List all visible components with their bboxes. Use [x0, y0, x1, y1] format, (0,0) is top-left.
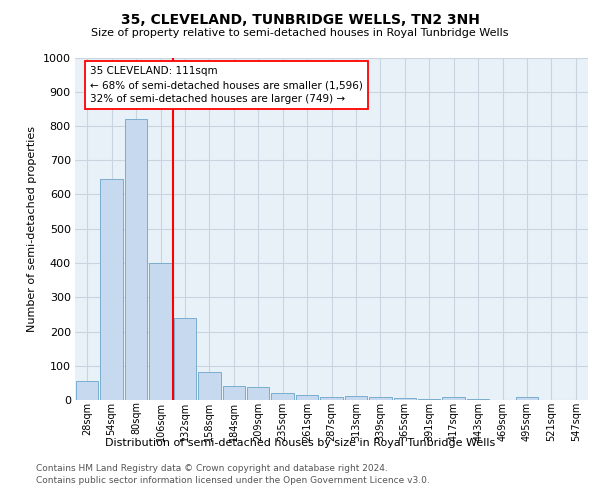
Text: Contains public sector information licensed under the Open Government Licence v3: Contains public sector information licen… [36, 476, 430, 485]
Text: Distribution of semi-detached houses by size in Royal Tunbridge Wells: Distribution of semi-detached houses by … [105, 438, 495, 448]
Bar [296, 394, 319, 400]
Bar [369, 398, 392, 400]
Bar [125, 119, 148, 400]
Bar [100, 179, 123, 400]
Bar [394, 398, 416, 400]
Y-axis label: Number of semi-detached properties: Number of semi-detached properties [27, 126, 37, 332]
Text: Size of property relative to semi-detached houses in Royal Tunbridge Wells: Size of property relative to semi-detach… [91, 28, 509, 38]
Bar [149, 263, 172, 400]
Bar [271, 393, 294, 400]
Bar [76, 381, 98, 400]
Bar [198, 372, 221, 400]
Text: 35, CLEVELAND, TUNBRIDGE WELLS, TN2 3NH: 35, CLEVELAND, TUNBRIDGE WELLS, TN2 3NH [121, 12, 479, 26]
Text: Contains HM Land Registry data © Crown copyright and database right 2024.: Contains HM Land Registry data © Crown c… [36, 464, 388, 473]
Bar [247, 388, 269, 400]
Bar [173, 318, 196, 400]
Bar [320, 396, 343, 400]
Bar [442, 396, 465, 400]
Text: 35 CLEVELAND: 111sqm
← 68% of semi-detached houses are smaller (1,596)
32% of se: 35 CLEVELAND: 111sqm ← 68% of semi-detac… [90, 66, 363, 104]
Bar [344, 396, 367, 400]
Bar [223, 386, 245, 400]
Bar [515, 398, 538, 400]
